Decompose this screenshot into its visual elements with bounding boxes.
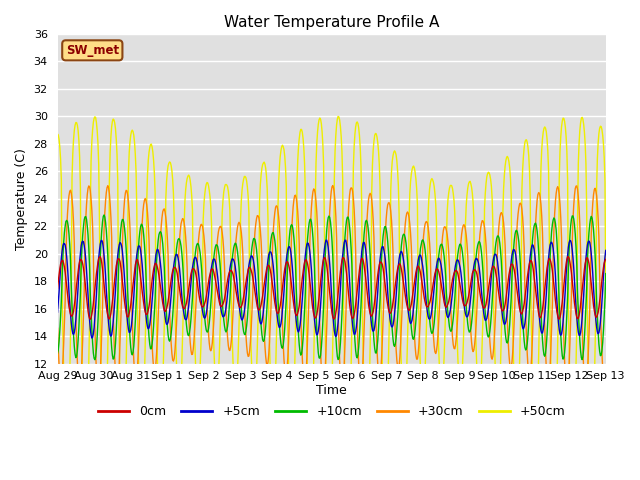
- Y-axis label: Temperature (C): Temperature (C): [15, 148, 28, 250]
- Legend: 0cm, +5cm, +10cm, +30cm, +50cm: 0cm, +5cm, +10cm, +30cm, +50cm: [93, 400, 571, 423]
- Title: Water Temperature Profile A: Water Temperature Profile A: [224, 15, 439, 30]
- Text: SW_met: SW_met: [66, 44, 119, 57]
- X-axis label: Time: Time: [316, 384, 347, 397]
